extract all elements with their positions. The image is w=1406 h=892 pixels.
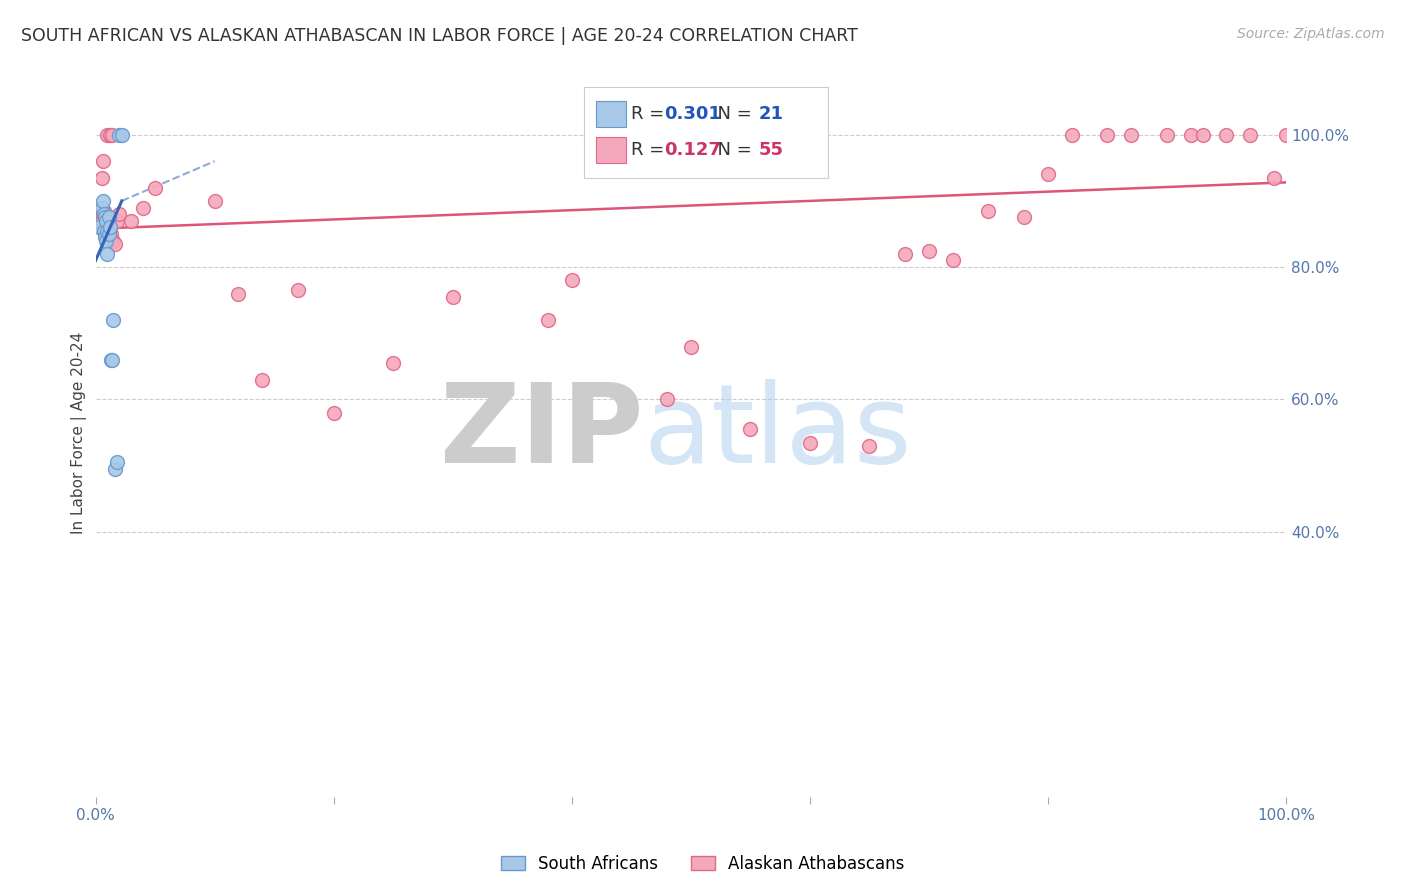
Point — [94, 230, 117, 244]
Point — [98, 220, 121, 235]
Point — [93, 224, 115, 238]
Point — [91, 207, 114, 221]
Point — [89, 211, 111, 225]
Point — [1012, 211, 1035, 225]
Point — [799, 435, 821, 450]
Point — [93, 203, 115, 218]
Point — [108, 128, 131, 142]
Point — [204, 194, 226, 208]
Point — [382, 356, 405, 370]
Point — [252, 373, 274, 387]
Text: SOUTH AFRICAN VS ALASKAN ATHABASCAN IN LABOR FORCE | AGE 20-24 CORRELATION CHART: SOUTH AFRICAN VS ALASKAN ATHABASCAN IN L… — [21, 27, 858, 45]
Point — [90, 214, 112, 228]
Point — [132, 201, 155, 215]
Point — [143, 180, 166, 194]
Text: R =: R = — [631, 141, 671, 159]
Point — [111, 128, 134, 142]
Point — [977, 203, 1000, 218]
Text: 21: 21 — [759, 104, 783, 123]
Point — [96, 224, 118, 238]
Point — [1275, 128, 1298, 142]
Point — [97, 224, 120, 238]
Point — [97, 211, 120, 225]
FancyBboxPatch shape — [596, 137, 627, 163]
Point — [537, 313, 560, 327]
Point — [98, 128, 121, 142]
Point — [104, 236, 127, 251]
Point — [228, 286, 250, 301]
Point — [96, 247, 118, 261]
Point — [322, 406, 344, 420]
Text: Source: ZipAtlas.com: Source: ZipAtlas.com — [1237, 27, 1385, 41]
Point — [97, 227, 120, 241]
Point — [103, 313, 125, 327]
Point — [104, 462, 127, 476]
Point — [918, 244, 941, 258]
Point — [1263, 170, 1285, 185]
Point — [1097, 128, 1119, 142]
Point — [90, 170, 112, 185]
Point — [1239, 128, 1261, 142]
Text: atlas: atlas — [643, 379, 911, 486]
Point — [108, 207, 131, 221]
Point — [100, 227, 122, 241]
Point — [105, 455, 128, 469]
Point — [96, 234, 118, 248]
Text: 55: 55 — [759, 141, 783, 159]
Point — [679, 340, 702, 354]
Text: R =: R = — [631, 104, 671, 123]
Point — [89, 220, 111, 235]
Point — [94, 211, 117, 225]
Point — [90, 201, 112, 215]
Point — [942, 253, 965, 268]
Point — [1191, 128, 1213, 142]
Point — [655, 392, 678, 407]
Point — [101, 128, 124, 142]
Point — [96, 214, 118, 228]
Text: 0.301: 0.301 — [665, 104, 721, 123]
Text: N =: N = — [706, 104, 758, 123]
Point — [96, 224, 118, 238]
Point — [1180, 128, 1202, 142]
Text: ZIP: ZIP — [440, 379, 643, 486]
Point — [1036, 168, 1059, 182]
Y-axis label: In Labor Force | Age 20-24: In Labor Force | Age 20-24 — [72, 332, 87, 533]
Point — [96, 214, 118, 228]
Text: 0.127: 0.127 — [665, 141, 721, 159]
Point — [858, 439, 880, 453]
Legend: South Africans, Alaskan Athabascans: South Africans, Alaskan Athabascans — [495, 848, 911, 880]
Point — [894, 247, 917, 261]
Point — [1156, 128, 1178, 142]
Point — [105, 214, 128, 228]
Point — [120, 214, 142, 228]
Point — [93, 220, 115, 235]
Point — [96, 128, 118, 142]
Point — [1215, 128, 1237, 142]
Point — [103, 234, 125, 248]
Point — [94, 211, 117, 225]
Point — [740, 422, 762, 436]
Point — [287, 283, 309, 297]
FancyBboxPatch shape — [596, 101, 627, 127]
Point — [91, 194, 114, 208]
Point — [96, 211, 118, 225]
Point — [97, 211, 120, 225]
Point — [100, 352, 122, 367]
Text: N =: N = — [706, 141, 758, 159]
Point — [93, 207, 115, 221]
Point — [101, 352, 124, 367]
Point — [1060, 128, 1083, 142]
Point — [561, 273, 583, 287]
Point — [441, 290, 464, 304]
FancyBboxPatch shape — [583, 87, 828, 178]
Point — [91, 154, 114, 169]
Point — [1121, 128, 1143, 142]
Point — [94, 227, 117, 241]
